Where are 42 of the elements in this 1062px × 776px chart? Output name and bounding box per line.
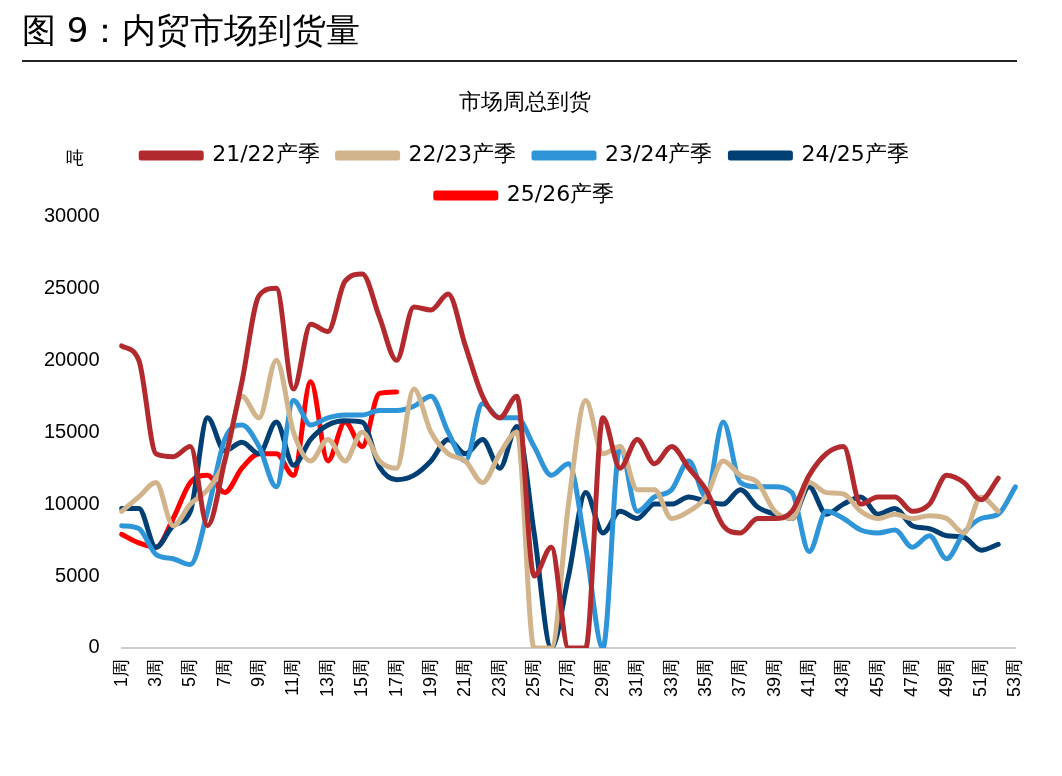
x-tick-label: 7周 xyxy=(213,658,234,687)
x-tick-label: 21周 xyxy=(454,658,475,698)
legend-label: 25/26产季 xyxy=(506,181,615,207)
legend-label: 23/24产季 xyxy=(605,141,713,167)
y-tick-label: 15000 xyxy=(43,419,100,442)
x-tick-label: 25周 xyxy=(523,658,544,698)
x-tick-label: 27周 xyxy=(557,658,578,698)
x-tick-label: 43周 xyxy=(832,658,853,698)
x-tick-label: 33周 xyxy=(660,658,681,698)
x-tick-label: 11周 xyxy=(282,658,303,696)
x-tick-label: 9周 xyxy=(248,658,269,687)
x-tick-label: 13周 xyxy=(316,658,337,698)
x-tick-label: 53周 xyxy=(1004,658,1025,698)
y-tick-label: 20000 xyxy=(43,347,100,370)
x-tick-label: 45周 xyxy=(866,658,887,698)
x-tick-label: 17周 xyxy=(385,658,406,698)
x-tick-label: 37周 xyxy=(729,658,750,698)
legend-label: 24/25产季 xyxy=(801,141,909,167)
y-tick-label: 0 xyxy=(88,635,100,658)
y-axis-title: 吨 xyxy=(66,146,84,170)
y-tick-label: 5000 xyxy=(55,563,100,586)
x-tick-label: 15周 xyxy=(351,658,372,698)
x-tick-label: 19周 xyxy=(419,658,440,698)
x-tick-label: 5周 xyxy=(179,658,200,687)
x-tick-label: 51周 xyxy=(969,658,990,698)
y-tick-label: 10000 xyxy=(43,491,100,514)
x-tick-label: 1周 xyxy=(110,658,131,687)
x-tick-label: 39周 xyxy=(763,658,784,698)
y-tick-label: 30000 xyxy=(43,203,100,226)
legend-label: 22/23产季 xyxy=(408,141,517,167)
x-tick-label: 23周 xyxy=(488,658,509,698)
x-tick-label: 29周 xyxy=(591,658,612,698)
x-tick-label: 31周 xyxy=(626,658,647,698)
x-tick-label: 35周 xyxy=(694,658,715,698)
y-tick-label: 25000 xyxy=(43,275,100,298)
chart-title: 图 9：内贸市场到货量 xyxy=(22,8,1017,62)
x-tick-label: 41周 xyxy=(798,658,819,698)
x-tick-label: 47周 xyxy=(901,658,922,698)
x-tick-label: 49周 xyxy=(935,658,956,698)
x-tick-label: 3周 xyxy=(144,658,165,687)
legend-label: 21/22产季 xyxy=(212,141,320,167)
chart-subtitle: 市场周总到货 xyxy=(459,88,591,114)
